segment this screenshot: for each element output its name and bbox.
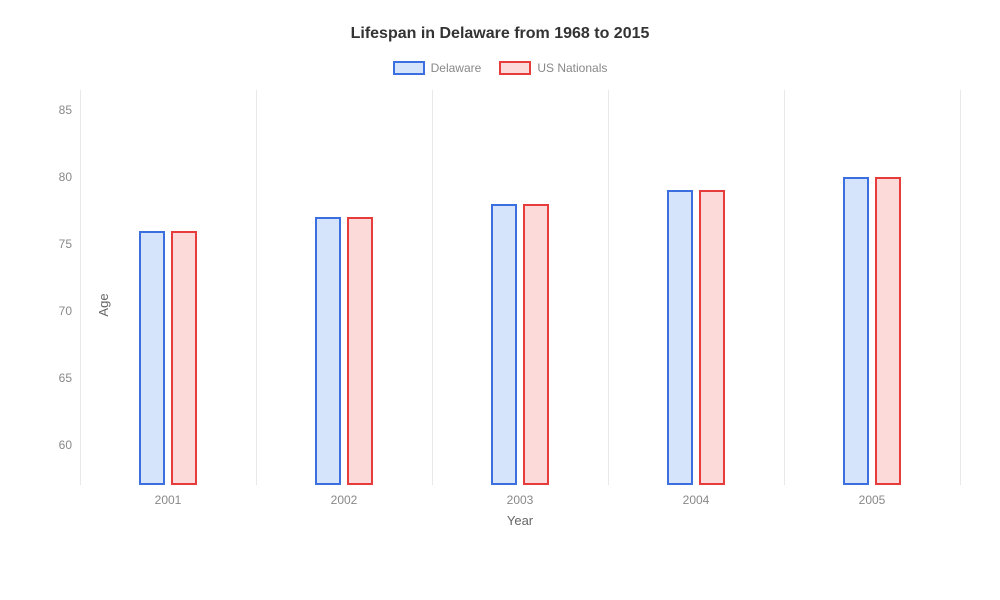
grid-line-v (80, 90, 81, 485)
legend-label-delaware: Delaware (431, 61, 482, 75)
x-tick-label: 2003 (507, 485, 534, 507)
bar-us-nationals[interactable] (171, 231, 197, 485)
plot-area: 60657075808520012002200320042005 (80, 90, 960, 485)
legend-item-delaware[interactable]: Delaware (393, 61, 482, 75)
bar-us-nationals[interactable] (699, 190, 725, 485)
bar-delaware[interactable] (843, 177, 869, 485)
bar-delaware[interactable] (315, 217, 341, 485)
y-tick-label: 65 (59, 371, 80, 385)
grid-line-v (608, 90, 609, 485)
legend-swatch-us-nationals (499, 61, 531, 75)
x-tick-label: 2005 (859, 485, 886, 507)
grid-line-v (784, 90, 785, 485)
y-tick-label: 75 (59, 237, 80, 251)
legend-label-us-nationals: US Nationals (537, 61, 607, 75)
legend-swatch-delaware (393, 61, 425, 75)
bar-delaware[interactable] (139, 231, 165, 485)
grid-line-v (432, 90, 433, 485)
chart-title: Lifespan in Delaware from 1968 to 2015 (20, 25, 980, 43)
y-tick-label: 85 (59, 103, 80, 117)
plot-wrap: Age 60657075808520012002200320042005 Yea… (80, 90, 960, 520)
x-tick-label: 2002 (331, 485, 358, 507)
grid-line-v (256, 90, 257, 485)
chart-container: Lifespan in Delaware from 1968 to 2015 D… (0, 0, 1000, 600)
y-tick-label: 80 (59, 170, 80, 184)
bar-delaware[interactable] (667, 190, 693, 485)
bar-delaware[interactable] (491, 204, 517, 485)
grid-line-v (960, 90, 961, 485)
bar-us-nationals[interactable] (875, 177, 901, 485)
legend: Delaware US Nationals (20, 61, 980, 75)
bar-us-nationals[interactable] (523, 204, 549, 485)
y-tick-label: 60 (59, 438, 80, 452)
x-axis-title: Year (80, 513, 960, 528)
y-tick-label: 70 (59, 304, 80, 318)
bar-us-nationals[interactable] (347, 217, 373, 485)
x-tick-label: 2001 (155, 485, 182, 507)
x-tick-label: 2004 (683, 485, 710, 507)
legend-item-us-nationals[interactable]: US Nationals (499, 61, 607, 75)
